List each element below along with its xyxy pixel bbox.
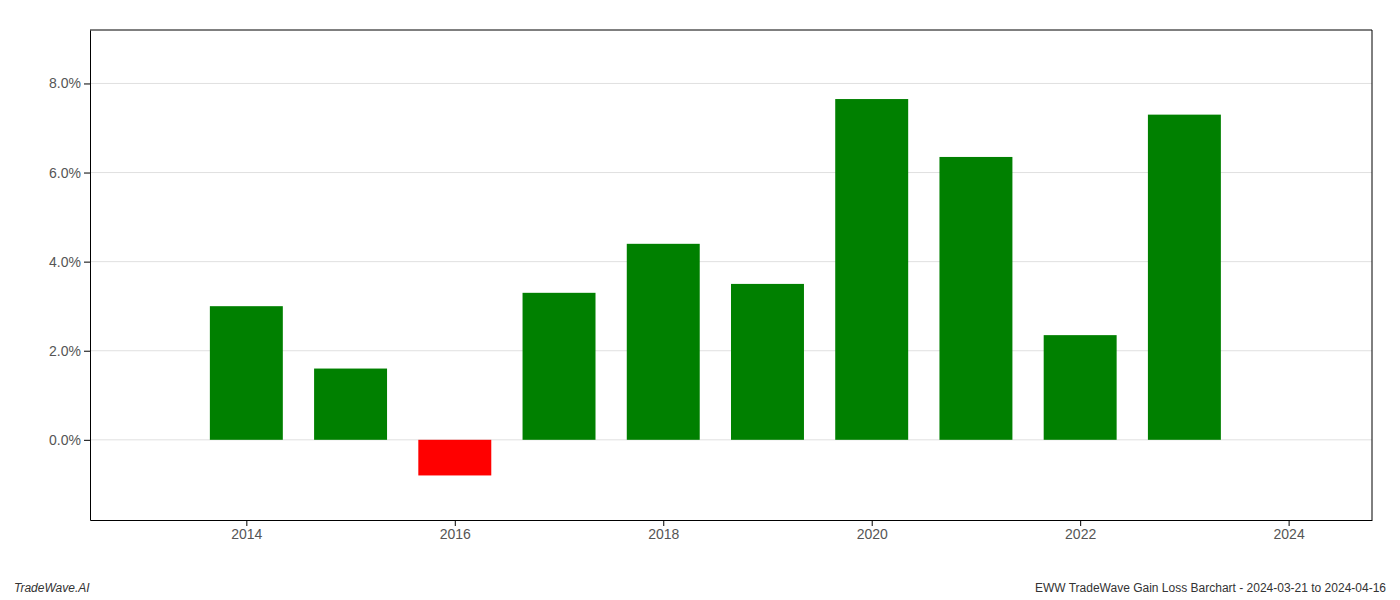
y-tick-label: 6.0% [49, 165, 81, 181]
frame-right [1372, 30, 1373, 520]
y-tick-label: 0.0% [49, 432, 81, 448]
bar [939, 157, 1012, 440]
y-tick-mark [84, 440, 90, 441]
grid [90, 83, 1372, 439]
x-tick-label: 2022 [1065, 526, 1096, 542]
y-tick: 0.0% [49, 432, 90, 448]
frame-top [90, 30, 1372, 31]
x-tick: 2016 [440, 520, 471, 542]
y-axis-line [90, 31, 91, 521]
x-tick: 2024 [1274, 520, 1305, 542]
bar [210, 306, 283, 440]
y-tick: 2.0% [49, 343, 90, 359]
x-axis: 2014 2016 2018 2020 2022 2024 [91, 520, 1373, 542]
chart: 0.0% 2.0% 4.0% 6.0% 8.0% 2014 2016 2018 2020 2022… [0, 0, 1400, 600]
bar [418, 440, 491, 476]
bar [1148, 115, 1221, 440]
grid-line [90, 83, 1372, 84]
y-tick-mark [84, 351, 90, 352]
y-tick: 6.0% [49, 165, 90, 181]
x-tick: 2022 [1065, 520, 1096, 542]
bar [731, 284, 804, 440]
bar [314, 369, 387, 440]
plot: 0.0% 2.0% 4.0% 6.0% 8.0% 2014 2016 2018 2020 2022… [49, 30, 1372, 542]
bar [523, 293, 596, 440]
x-tick: 2018 [648, 520, 679, 542]
x-tick: 2014 [231, 520, 262, 542]
x-tick-label: 2016 [440, 526, 471, 542]
y-tick-label: 8.0% [49, 75, 81, 91]
bar [835, 99, 908, 440]
y-axis: 0.0% 2.0% 4.0% 6.0% 8.0% [49, 31, 90, 521]
y-tick-mark [84, 173, 90, 174]
x-tick: 2020 [857, 520, 888, 542]
y-tick-mark [84, 83, 90, 84]
footer-left: TradeWave.AI [14, 581, 90, 595]
x-tick-label: 2018 [648, 526, 679, 542]
footer-right: EWW TradeWave Gain Loss Barchart - 2024-… [1035, 581, 1386, 595]
y-tick: 8.0% [49, 75, 90, 91]
frame [90, 30, 1372, 520]
bars [210, 99, 1221, 475]
x-axis-line [91, 520, 1373, 521]
x-tick-label: 2014 [231, 526, 262, 542]
y-tick-mark [84, 262, 90, 263]
x-tick-label: 2020 [857, 526, 888, 542]
y-tick: 4.0% [49, 254, 90, 270]
bar [1044, 335, 1117, 440]
y-tick-label: 2.0% [49, 343, 81, 359]
bar [627, 244, 700, 440]
y-tick-label: 4.0% [49, 254, 81, 270]
x-tick-label: 2024 [1274, 526, 1305, 542]
